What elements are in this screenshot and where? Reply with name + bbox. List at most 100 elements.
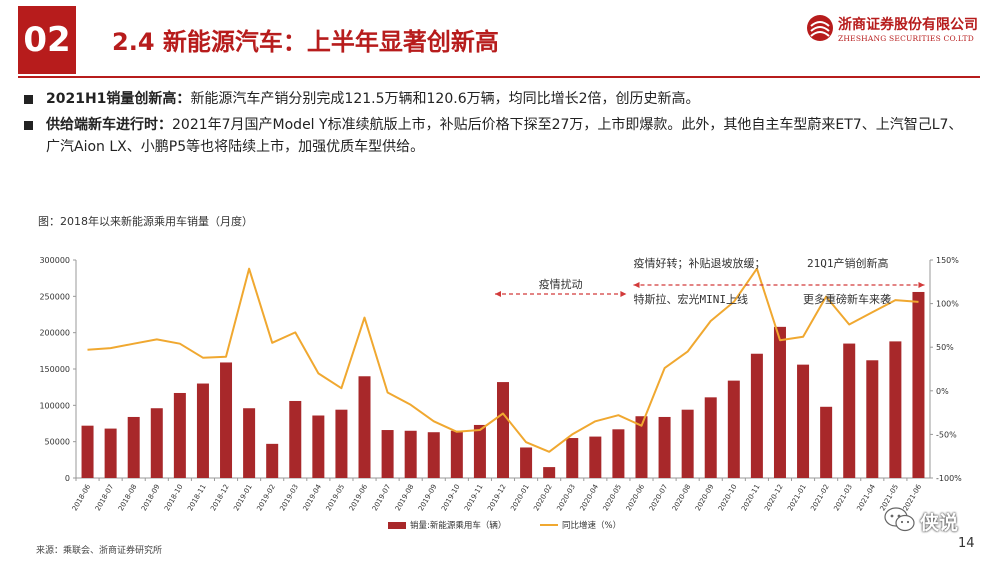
x-tick-label: 2020-04 xyxy=(579,483,601,513)
x-tick-label: 2020-07 xyxy=(648,483,670,512)
x-tick-label: 2019-01 xyxy=(232,483,254,512)
x-tick-label: 2020-01 xyxy=(509,483,531,512)
x-tick-label: 2020-02 xyxy=(532,483,554,512)
y-right-tick-label: 150% xyxy=(936,256,959,265)
x-tick-label: 2019-09 xyxy=(417,483,439,512)
bar xyxy=(520,447,533,478)
annotation-label: 更多重磅新车来袭 xyxy=(803,292,891,306)
bullet-list: 2021H1销量创新高：新能源汽车产销分别完成121.5万辆和120.6万辆，均… xyxy=(24,88,974,162)
y-right-tick-label: 50% xyxy=(936,343,954,352)
bar xyxy=(289,400,302,478)
company-logo: 浙商证券股份有限公司 ZHESHANG SECURITIES CO.LTD xyxy=(806,12,982,52)
y-left-tick-label: 150000 xyxy=(39,365,70,374)
y-left-tick-label: 100000 xyxy=(39,401,70,410)
bar xyxy=(566,438,579,478)
y-left-tick-label: 0 xyxy=(65,474,70,483)
x-tick-label: 2018-08 xyxy=(117,483,139,512)
bar xyxy=(427,432,440,478)
bar xyxy=(473,424,486,478)
bar xyxy=(820,406,833,478)
bar xyxy=(912,291,925,478)
bar xyxy=(612,429,625,478)
source-note: 来源：乘联会、浙商证券研究所 xyxy=(36,546,163,556)
bar xyxy=(543,467,556,478)
x-tick-label: 2018-09 xyxy=(140,483,162,512)
x-tick-label: 2019-03 xyxy=(278,483,300,512)
x-tick-label: 2019-10 xyxy=(440,483,462,512)
x-tick-label: 2019-06 xyxy=(348,483,370,513)
x-tick-label: 2019-11 xyxy=(463,483,485,512)
annotation-arrow-right-icon xyxy=(918,282,925,288)
bullet-heading: 2021H1销量创新高： xyxy=(46,91,191,107)
bar xyxy=(773,326,786,478)
bar xyxy=(866,360,879,478)
bar xyxy=(196,383,209,478)
zheshang-logo-icon xyxy=(807,15,833,41)
logo-name-cn: 浙商证券股份有限公司 xyxy=(838,17,978,33)
annotation-label: 疫情扰动 xyxy=(539,277,583,291)
y-left-tick-label: 250000 xyxy=(39,292,70,301)
bar xyxy=(496,382,510,478)
x-tick-label: 2021-03 xyxy=(832,483,854,512)
bullet-item: 供给端新车进行时：2021年7月国产Model Y标准续航版上市，补贴后价格下探… xyxy=(24,114,974,158)
bar xyxy=(243,408,256,478)
x-tick-label: 2019-05 xyxy=(325,483,347,512)
bullet-square-icon xyxy=(24,121,33,130)
bullet-item: 2021H1销量创新高：新能源汽车产销分别完成121.5万辆和120.6万辆，均… xyxy=(24,88,974,110)
sales-chart: 0 50000 100000 150000 200000 250000 300000 -100… xyxy=(39,256,962,531)
legend-label: 同比增速（%） xyxy=(562,520,621,531)
y-right-tick-label: -100% xyxy=(936,474,962,483)
x-tick-label: 2020-08 xyxy=(671,483,693,512)
bar xyxy=(843,343,856,478)
x-tick-label: 2018-06 xyxy=(71,483,93,513)
bar xyxy=(220,362,233,478)
section-number: 02 xyxy=(18,6,76,74)
bar xyxy=(404,430,417,478)
bar xyxy=(658,416,671,478)
bar xyxy=(104,428,117,478)
x-tick-label: 2020-05 xyxy=(602,483,624,512)
y-right-tick-label: 0% xyxy=(936,387,949,396)
x-tick-label: 2019-08 xyxy=(394,483,416,512)
x-tick-label: 2018-10 xyxy=(163,483,185,512)
x-tick-label: 2020-09 xyxy=(694,483,716,512)
bar xyxy=(358,376,371,478)
x-tick-label: 2018-11 xyxy=(186,483,208,512)
logo-name-en: ZHESHANG SECURITIES CO.LTD xyxy=(838,34,974,43)
wechat-icon xyxy=(884,507,915,532)
y-left-tick-label: 200000 xyxy=(39,329,70,338)
watermark: 侠说 xyxy=(878,506,978,536)
x-tick-label: 2021-04 xyxy=(855,483,877,513)
bar xyxy=(127,416,140,478)
bar xyxy=(266,443,279,478)
annotation-arrow-right-icon xyxy=(620,291,627,297)
x-tick-label: 2020-10 xyxy=(717,483,739,512)
bar xyxy=(797,364,810,478)
page-number: 14 xyxy=(958,536,975,551)
bar xyxy=(312,415,325,478)
legend-label: 销量:新能源乘用车（辆） xyxy=(410,520,506,531)
x-tick-label: 2021-02 xyxy=(809,483,831,512)
bullet-text: 2021年7月国产Model Y标准续航版上市，补贴后价格下探至27万，上市即爆… xyxy=(46,117,963,155)
annotation-label: 21Q1产销创新高 xyxy=(807,256,889,270)
x-tick-label: 2021-01 xyxy=(786,483,808,512)
bullet-heading: 供给端新车进行时： xyxy=(46,117,172,133)
slide-header: 02 2.4 新能源汽车：上半年显著创新高 浙商证券股份有限公司 ZHESHAN… xyxy=(0,0,1000,74)
bar xyxy=(681,409,694,478)
x-tick-label: 2018-12 xyxy=(209,483,231,512)
x-tick-label: 2020-06 xyxy=(625,483,647,513)
y-left-tick-label: 50000 xyxy=(45,438,70,447)
page-title: 2.4 新能源汽车：上半年显著创新高 xyxy=(112,28,499,56)
bar xyxy=(704,397,717,478)
bar xyxy=(750,353,763,478)
x-tick-label: 2019-12 xyxy=(486,483,508,512)
chart-caption: 图：2018年以来新能源乘用车销量（月度） xyxy=(38,215,253,228)
bar xyxy=(81,425,94,478)
x-tick-label: 2020-11 xyxy=(740,483,762,512)
y-left-tick-label: 300000 xyxy=(39,256,70,265)
bar xyxy=(450,430,463,478)
bullet-text: 新能源汽车产销分别完成121.5万辆和120.6万辆，均同比增长2倍，创历史新高… xyxy=(190,91,700,107)
bar xyxy=(889,341,902,478)
annotation-label: 疫情好转；补贴退坡放缓； xyxy=(633,256,765,270)
bar xyxy=(635,416,648,478)
